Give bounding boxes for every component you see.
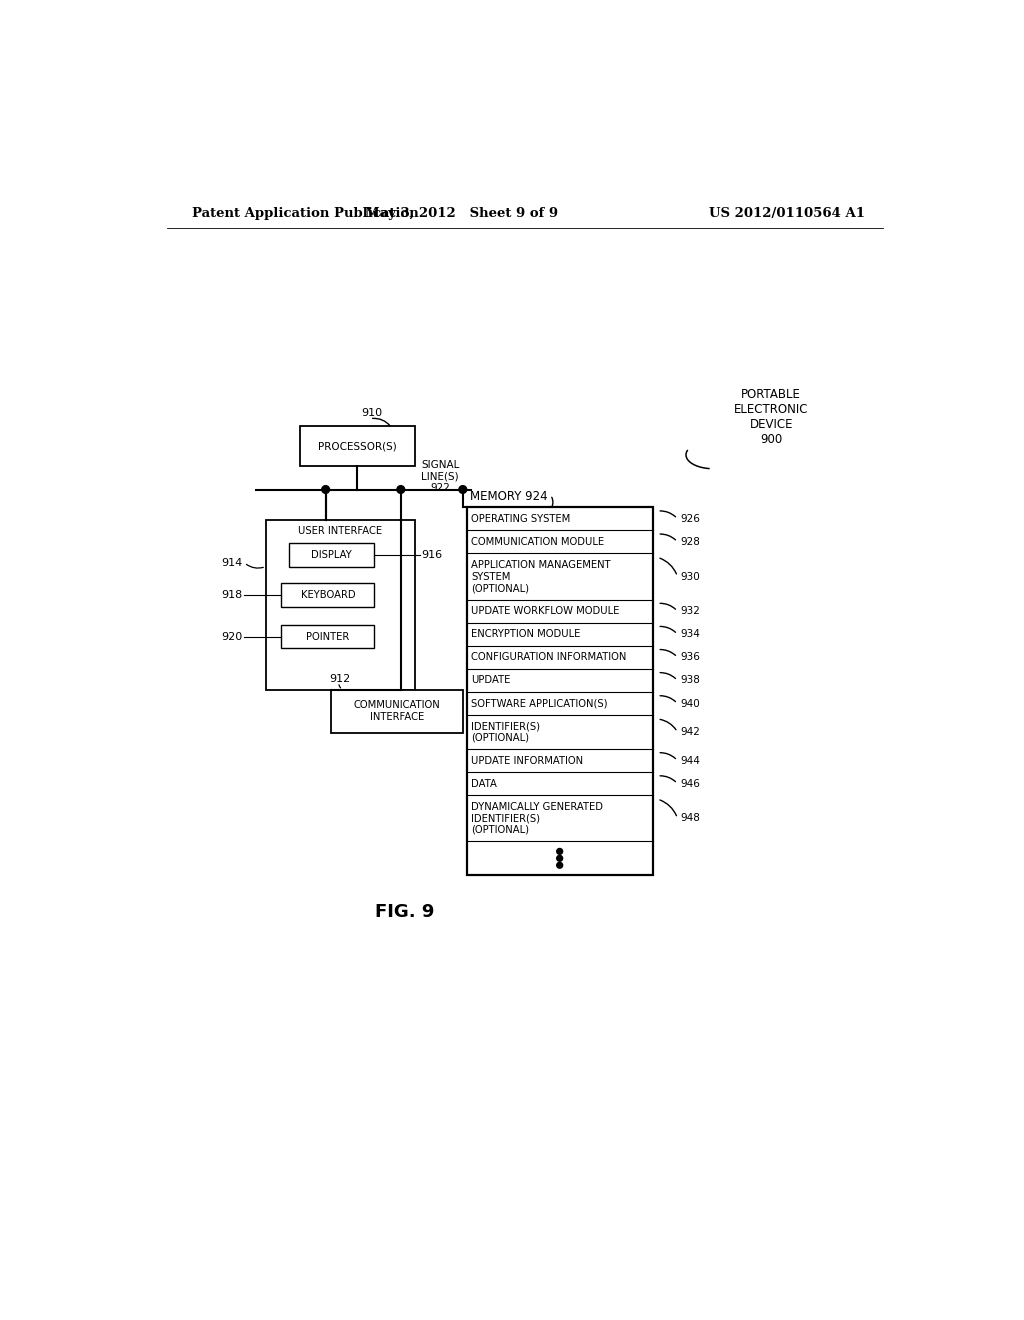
Text: 928: 928: [681, 537, 700, 546]
Text: 930: 930: [681, 572, 700, 582]
Text: DATA: DATA: [471, 779, 498, 788]
Text: UPDATE WORKFLOW MODULE: UPDATE WORKFLOW MODULE: [471, 606, 620, 616]
Text: IDENTIFIER(S)
(OPTIONAL): IDENTIFIER(S) (OPTIONAL): [471, 721, 541, 743]
Text: UPDATE INFORMATION: UPDATE INFORMATION: [471, 755, 584, 766]
Text: Patent Application Publication: Patent Application Publication: [191, 207, 418, 220]
Text: MEMORY 924: MEMORY 924: [470, 490, 548, 503]
Text: 910: 910: [360, 408, 382, 417]
Text: OPERATING SYSTEM: OPERATING SYSTEM: [471, 513, 570, 524]
Text: FIG. 9: FIG. 9: [375, 903, 434, 921]
Text: KEYBOARD: KEYBOARD: [301, 590, 355, 601]
Text: DISPLAY: DISPLAY: [311, 550, 352, 560]
Text: US 2012/0110564 A1: US 2012/0110564 A1: [710, 207, 865, 220]
Bar: [266, 520, 415, 689]
Text: 934: 934: [681, 630, 700, 639]
Text: COMMUNICATION
INTERFACE: COMMUNICATION INTERFACE: [353, 701, 440, 722]
Text: 940: 940: [681, 698, 700, 709]
Text: 918: 918: [221, 590, 243, 601]
Text: 938: 938: [681, 676, 700, 685]
Circle shape: [459, 486, 467, 494]
Bar: [331, 689, 463, 733]
Text: POINTER: POINTER: [306, 631, 349, 642]
Text: 920: 920: [221, 631, 243, 642]
Circle shape: [397, 486, 404, 494]
Circle shape: [557, 855, 562, 861]
Text: 912: 912: [330, 675, 351, 684]
Text: 916: 916: [421, 550, 442, 560]
Text: 914: 914: [221, 557, 243, 568]
Bar: [300, 426, 415, 466]
Text: APPLICATION MANAGEMENT
SYSTEM
(OPTIONAL): APPLICATION MANAGEMENT SYSTEM (OPTIONAL): [471, 560, 611, 593]
Text: PORTABLE
ELECTRONIC
DEVICE
900: PORTABLE ELECTRONIC DEVICE 900: [734, 388, 809, 446]
Text: 948: 948: [681, 813, 700, 824]
Text: ENCRYPTION MODULE: ENCRYPTION MODULE: [471, 630, 581, 639]
Text: 942: 942: [681, 727, 700, 737]
Circle shape: [557, 862, 562, 869]
Text: UPDATE: UPDATE: [471, 676, 511, 685]
Text: 936: 936: [681, 652, 700, 663]
Text: SIGNAL
LINE(S)
922: SIGNAL LINE(S) 922: [421, 461, 460, 494]
Text: 932: 932: [681, 606, 700, 616]
Text: May 3, 2012   Sheet 9 of 9: May 3, 2012 Sheet 9 of 9: [365, 207, 558, 220]
Bar: [289, 544, 375, 566]
Bar: [282, 626, 375, 648]
Text: 946: 946: [681, 779, 700, 788]
Text: CONFIGURATION INFORMATION: CONFIGURATION INFORMATION: [471, 652, 627, 663]
Text: USER INTERFACE: USER INTERFACE: [298, 527, 382, 536]
Text: DYNAMICALLY GENERATED
IDENTIFIER(S)
(OPTIONAL): DYNAMICALLY GENERATED IDENTIFIER(S) (OPT…: [471, 801, 603, 834]
Text: COMMUNICATION MODULE: COMMUNICATION MODULE: [471, 537, 604, 546]
Circle shape: [557, 849, 562, 854]
Text: SOFTWARE APPLICATION(S): SOFTWARE APPLICATION(S): [471, 698, 608, 709]
Text: 944: 944: [681, 755, 700, 766]
Bar: [282, 583, 375, 607]
Text: PROCESSOR(S): PROCESSOR(S): [318, 441, 396, 451]
Bar: [467, 507, 652, 875]
Circle shape: [322, 486, 330, 494]
Text: 926: 926: [681, 513, 700, 524]
